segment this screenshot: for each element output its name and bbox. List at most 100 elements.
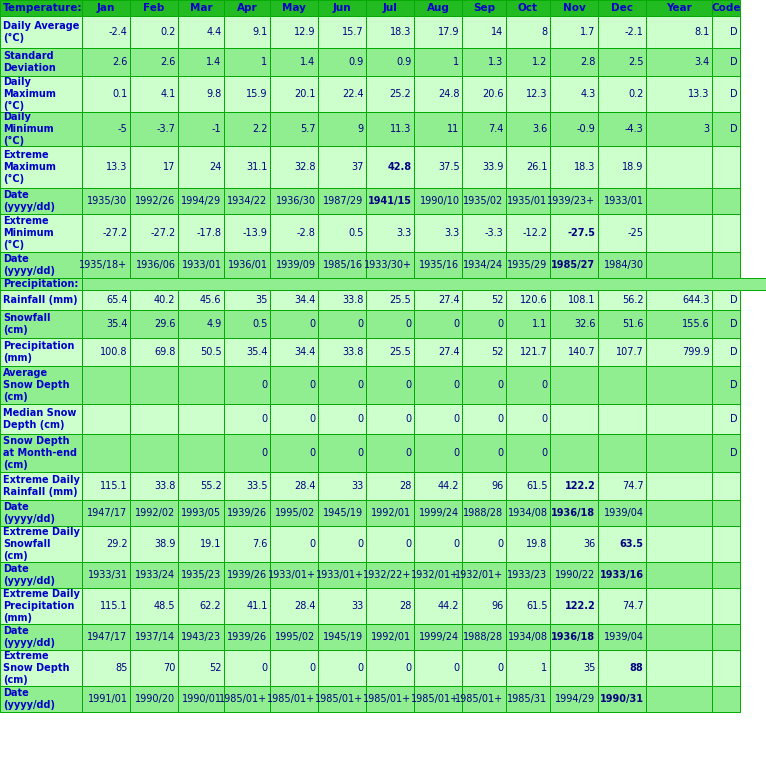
Text: 1936/01: 1936/01 — [228, 260, 267, 270]
Bar — [270, 146, 318, 188]
Text: 52: 52 — [491, 295, 503, 305]
Text: D: D — [730, 57, 738, 67]
Bar — [414, 472, 462, 500]
Bar — [318, 16, 366, 48]
Text: Rainfall (mm): Rainfall (mm) — [3, 295, 77, 305]
Bar — [224, 338, 270, 366]
Text: 88: 88 — [630, 663, 643, 673]
Bar — [178, 472, 224, 500]
Text: Median Snow
Depth (cm): Median Snow Depth (cm) — [3, 408, 77, 430]
Bar — [0, 562, 82, 588]
Text: 33.5: 33.5 — [246, 481, 267, 491]
Text: 1945/19: 1945/19 — [323, 508, 364, 518]
Text: 44.2: 44.2 — [438, 481, 460, 491]
Bar — [224, 588, 270, 624]
Bar — [598, 500, 646, 526]
Text: 100.8: 100.8 — [100, 347, 127, 357]
Text: -5: -5 — [118, 124, 127, 134]
Text: 28: 28 — [399, 601, 411, 611]
Bar — [646, 290, 712, 310]
Bar — [0, 188, 82, 214]
Text: 33.8: 33.8 — [342, 347, 364, 357]
Bar — [318, 366, 366, 404]
Text: Sep: Sep — [473, 3, 495, 13]
Text: 1934/08: 1934/08 — [508, 508, 548, 518]
Text: 1992/02: 1992/02 — [136, 508, 175, 518]
Bar — [414, 588, 462, 624]
Text: 85: 85 — [115, 663, 127, 673]
Bar — [598, 404, 646, 434]
Bar — [270, 404, 318, 434]
Bar — [130, 686, 178, 712]
Bar — [318, 526, 366, 562]
Bar — [712, 472, 740, 500]
Text: 155.6: 155.6 — [682, 319, 709, 329]
Bar — [712, 252, 740, 278]
Bar — [318, 290, 366, 310]
Text: 12.3: 12.3 — [526, 89, 548, 99]
Text: 12.9: 12.9 — [294, 27, 316, 37]
Text: Year: Year — [666, 3, 692, 13]
Bar — [462, 650, 506, 686]
Bar — [130, 404, 178, 434]
Text: 1985/01+: 1985/01+ — [316, 694, 364, 704]
Text: Jul: Jul — [382, 3, 398, 13]
Bar — [462, 624, 506, 650]
Bar — [462, 76, 506, 112]
Text: 7.6: 7.6 — [252, 539, 267, 549]
Text: -1: -1 — [212, 124, 221, 134]
Text: 9: 9 — [358, 124, 364, 134]
Bar — [506, 0, 550, 16]
Text: 1935/23: 1935/23 — [182, 570, 221, 580]
Text: 107.7: 107.7 — [616, 347, 643, 357]
Bar — [506, 434, 550, 472]
Bar — [550, 404, 598, 434]
Text: 121.7: 121.7 — [520, 347, 548, 357]
Bar — [82, 188, 130, 214]
Text: 3: 3 — [703, 124, 709, 134]
Bar — [598, 562, 646, 588]
Bar — [318, 472, 366, 500]
Bar — [598, 252, 646, 278]
Bar — [414, 252, 462, 278]
Bar — [318, 650, 366, 686]
Text: 1934/22: 1934/22 — [228, 196, 267, 206]
Bar — [224, 526, 270, 562]
Text: 122.2: 122.2 — [565, 481, 595, 491]
Bar — [224, 188, 270, 214]
Bar — [414, 624, 462, 650]
Bar — [712, 0, 740, 16]
Text: 1939/26: 1939/26 — [228, 570, 267, 580]
Text: 1947/17: 1947/17 — [87, 632, 127, 642]
Bar — [506, 146, 550, 188]
Bar — [130, 290, 178, 310]
Bar — [712, 214, 740, 252]
Bar — [178, 404, 224, 434]
Bar — [224, 472, 270, 500]
Text: 33: 33 — [352, 601, 364, 611]
Text: 1935/02: 1935/02 — [463, 196, 503, 206]
Bar — [82, 500, 130, 526]
Bar — [462, 404, 506, 434]
Bar — [506, 290, 550, 310]
Text: -3.7: -3.7 — [156, 124, 175, 134]
Bar — [598, 472, 646, 500]
Text: 1: 1 — [453, 57, 460, 67]
Bar — [462, 214, 506, 252]
Bar — [712, 686, 740, 712]
Bar — [506, 112, 550, 146]
Bar — [270, 624, 318, 650]
Bar — [646, 434, 712, 472]
Bar — [506, 48, 550, 76]
Text: 37.5: 37.5 — [438, 162, 460, 172]
Bar — [0, 650, 82, 686]
Bar — [712, 16, 740, 48]
Bar — [270, 16, 318, 48]
Text: 1935/16: 1935/16 — [419, 260, 460, 270]
Text: 33: 33 — [352, 481, 364, 491]
Bar — [270, 562, 318, 588]
Bar — [224, 146, 270, 188]
Text: 7.4: 7.4 — [488, 124, 503, 134]
Bar — [646, 562, 712, 588]
Bar — [598, 526, 646, 562]
